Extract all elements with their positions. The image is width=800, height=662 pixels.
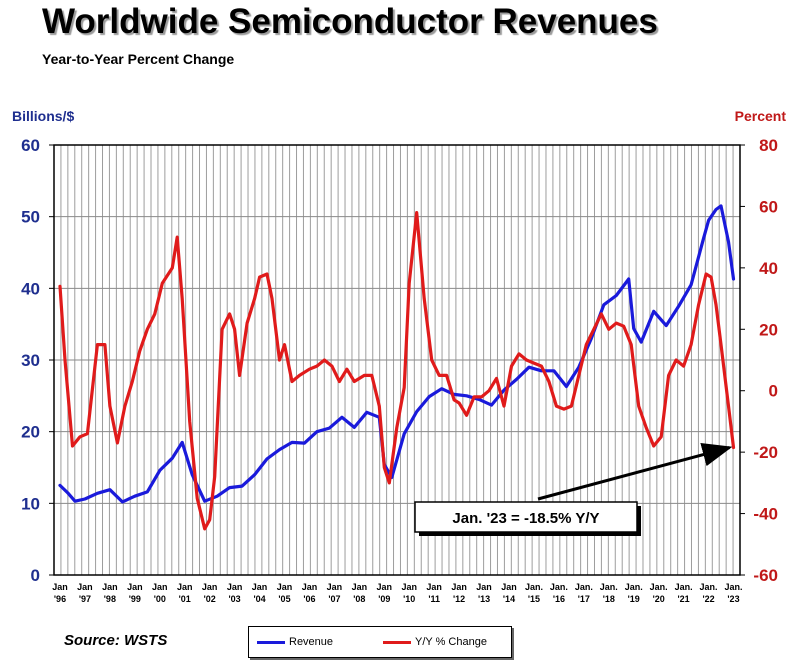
annotation-layer: Jan. '23 = -18.5% Y/Y [414, 442, 733, 536]
legend-label-yoy: Y/Y % Change [415, 636, 487, 648]
x-tick-label-year: '15 [528, 594, 540, 604]
x-tick-label-month: Jan [202, 582, 218, 592]
x-tick-label-year: '98 [104, 594, 116, 604]
x-tick-label-year: '01 [179, 594, 191, 604]
left-tick-label: 50 [21, 208, 40, 227]
x-tick-label-year: '22 [702, 594, 714, 604]
x-tick-label-year: '21 [678, 594, 690, 604]
x-tick-label-year: '17 [578, 594, 590, 604]
legend-item-revenue: Revenue [257, 634, 333, 650]
x-tick-label-month: Jan. [575, 582, 593, 592]
x-tick-label-year: '12 [453, 594, 465, 604]
x-tick-label-month: Jan [327, 582, 343, 592]
x-tick-label-month: Jan [252, 582, 268, 592]
left-tick-label: 40 [21, 279, 40, 298]
left-axis-title: Billions/$ [12, 108, 74, 124]
x-tick-label-year: '08 [353, 594, 365, 604]
x-tick-label-year: '10 [403, 594, 415, 604]
x-tick-label-year: '00 [154, 594, 166, 604]
legend-label-revenue: Revenue [289, 636, 334, 648]
x-tick-label-month: Jan [227, 582, 243, 592]
source-note: Source: WSTS [64, 632, 168, 649]
x-tick-label-year: '05 [278, 594, 290, 604]
right-tick-label: 40 [759, 259, 778, 278]
left-tick-label: 20 [21, 423, 40, 442]
chart-subtitle: Year-to-Year Percent Change [42, 51, 235, 67]
x-tick-label-month: Jan. [700, 582, 718, 592]
x-tick-label-month: Jan [476, 582, 492, 592]
right-tick-label: 80 [759, 136, 778, 155]
right-tick-label: -40 [753, 505, 778, 524]
x-tick-label-year: '09 [378, 594, 390, 604]
x-tick-label-month: Jan. [724, 582, 742, 592]
annotation-text: Jan. '23 = -18.5% Y/Y [452, 510, 599, 527]
x-tick-label-year: '02 [204, 594, 216, 604]
x-tick-label-year: '03 [229, 594, 241, 604]
gridlines [54, 144, 740, 576]
x-tick-label-month: Jan. [525, 582, 543, 592]
x-tick-label-year: '23 [727, 594, 739, 604]
x-tick-label-month: Jan [102, 582, 118, 592]
annotation-arrow [537, 442, 733, 501]
x-tick-label-year: '13 [478, 594, 490, 604]
x-tick-label-month: Jan [302, 582, 318, 592]
series-layer [58, 204, 736, 531]
x-tick-label-year: '16 [553, 594, 565, 604]
x-tick-label-month: Jan [277, 582, 293, 592]
x-tick-label-year: '07 [328, 594, 340, 604]
axes: 0 10 20 30 40 50 60 -60 -40 -20 0 20 40 60 80 Billions/… [12, 108, 786, 604]
right-tick-label: -60 [753, 566, 778, 585]
x-tick-label-month: Jan [352, 582, 368, 592]
legend-swatch-yoy [383, 640, 411, 644]
legend-swatch-revenue [257, 640, 285, 644]
x-tick-label-month: Jan [77, 582, 93, 592]
x-tick-label-year: '18 [603, 594, 615, 604]
x-tick-label-month: Jan [127, 582, 143, 592]
x-tick-label-month: Jan. [625, 582, 643, 592]
x-tick-label-month: Jan [426, 582, 442, 592]
x-tick-label-month: Jan [152, 582, 168, 592]
x-tick-label-year: '97 [79, 594, 91, 604]
x-tick-label-year: '96 [54, 594, 66, 604]
x-tick-label-year: '19 [628, 594, 640, 604]
left-tick-label: 10 [21, 494, 40, 513]
right-axis-title: Percent [735, 108, 787, 124]
x-tick-label-month: Jan [451, 582, 467, 592]
legend-item-yoy: Y/Y % Change [383, 634, 487, 650]
x-tick-label-month: Jan [501, 582, 517, 592]
x-tick-label-month: Jan [52, 582, 68, 592]
left-tick-label: 0 [31, 566, 40, 585]
right-tick-label: 20 [759, 320, 778, 339]
chart-title: Worldwide Semiconductor Revenues [42, 2, 658, 41]
annotation-box [414, 501, 638, 533]
right-tick-label: 0 [769, 382, 778, 401]
right-tick-label: -20 [753, 443, 778, 462]
x-tick-label-month: Jan [401, 582, 417, 592]
x-tick-label-month: Jan. [600, 582, 618, 592]
x-tick-label-year: '99 [129, 594, 141, 604]
x-tick-label-month: Jan. [650, 582, 668, 592]
yoy-change-line [58, 211, 736, 531]
right-tick-label: 60 [759, 197, 778, 216]
x-tick-label-year: '14 [503, 594, 515, 604]
x-tick-label-month: Jan [177, 582, 193, 592]
x-tick-label-month: Jan. [550, 582, 568, 592]
x-tick-label-year: '06 [303, 594, 315, 604]
left-tick-label: 60 [21, 136, 40, 155]
x-tick-label-month: Jan. [675, 582, 693, 592]
x-tick-label-year: '04 [253, 594, 265, 604]
x-tick-label-year: '11 [428, 594, 440, 604]
left-tick-label: 30 [21, 351, 40, 370]
x-tick-label-month: Jan [377, 582, 393, 592]
revenue-line [58, 204, 736, 504]
x-tick-label-year: '20 [653, 594, 665, 604]
legend: Revenue Y/Y % Change [248, 626, 512, 658]
